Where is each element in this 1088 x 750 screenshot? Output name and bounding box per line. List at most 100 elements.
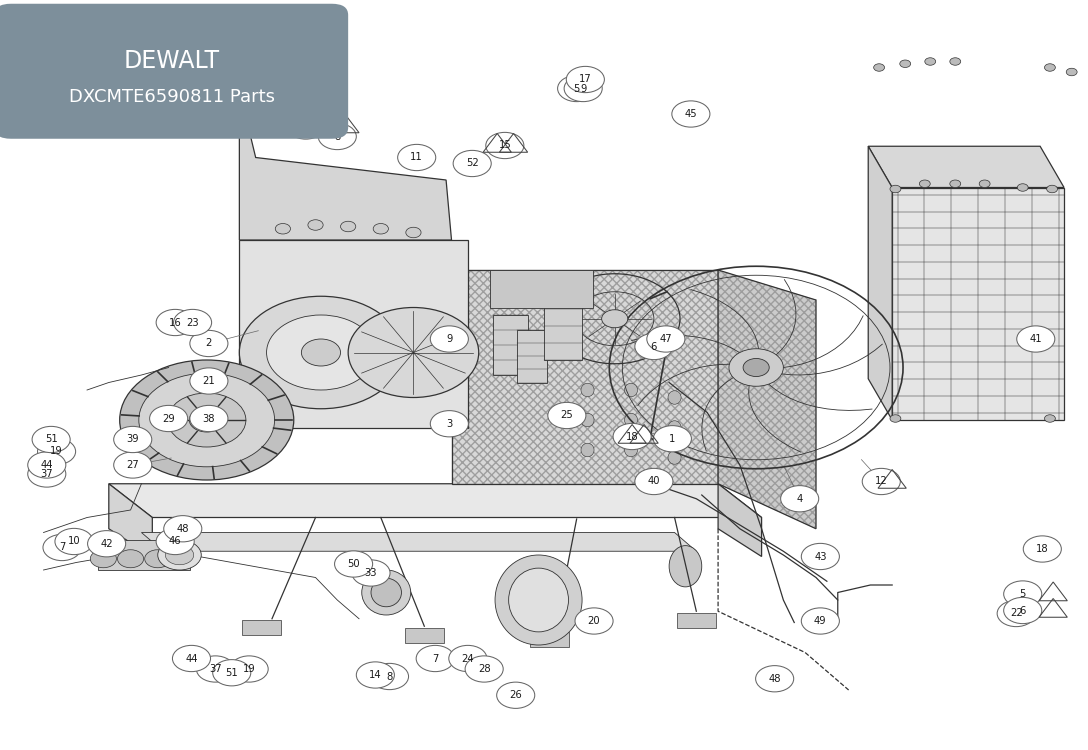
Text: 25: 25 [560,410,573,421]
Text: 33: 33 [364,568,378,578]
Circle shape [890,415,901,422]
Polygon shape [452,270,718,484]
Polygon shape [141,532,696,551]
Bar [405,628,444,643]
Circle shape [275,224,290,234]
Circle shape [548,402,585,429]
Text: 4: 4 [796,494,803,504]
Text: 44: 44 [185,653,198,664]
Bar [98,540,190,570]
Text: 18: 18 [1036,544,1049,554]
Circle shape [1044,415,1055,422]
Circle shape [113,452,151,478]
Circle shape [614,423,651,450]
Circle shape [212,660,250,686]
Text: 50: 50 [347,559,360,569]
Text: 27: 27 [126,460,139,470]
Circle shape [348,308,479,398]
Ellipse shape [668,421,681,434]
Circle shape [149,405,187,432]
Text: 1: 1 [669,433,676,444]
Text: 43: 43 [814,551,827,562]
Circle shape [139,374,274,466]
Circle shape [113,426,151,453]
Text: 37: 37 [40,469,53,479]
Circle shape [466,656,503,682]
Polygon shape [718,270,816,529]
Polygon shape [109,484,762,518]
Circle shape [334,550,372,578]
Circle shape [1023,536,1062,562]
Circle shape [979,180,990,188]
Circle shape [430,411,468,436]
Bar [544,292,582,360]
Text: 8: 8 [334,131,341,142]
Text: 23: 23 [186,317,199,328]
Polygon shape [109,484,152,556]
Text: 41: 41 [1029,334,1042,344]
Text: 13: 13 [299,121,312,131]
Circle shape [430,326,468,352]
Bar [517,330,547,382]
Circle shape [729,349,783,386]
Text: 45: 45 [684,109,697,119]
Text: 28: 28 [478,664,491,674]
Circle shape [267,315,375,390]
Ellipse shape [371,578,401,607]
Circle shape [416,645,455,672]
Circle shape [308,220,323,230]
Text: 29: 29 [162,413,175,424]
Circle shape [919,180,930,188]
Circle shape [373,224,388,234]
Circle shape [801,543,840,570]
Text: 49: 49 [814,616,827,626]
Text: 14: 14 [369,670,382,680]
Text: 19: 19 [50,446,63,457]
Circle shape [157,310,194,336]
Circle shape [567,67,605,93]
Circle shape [890,185,901,193]
Circle shape [1003,597,1042,624]
Ellipse shape [668,451,681,464]
Circle shape [190,330,228,357]
Circle shape [900,60,911,68]
Text: 21: 21 [202,376,215,386]
Circle shape [190,368,228,394]
Circle shape [1044,64,1055,71]
Text: 24: 24 [461,653,474,664]
Text: 44: 44 [40,460,53,470]
Text: 15: 15 [498,140,511,151]
Bar [530,632,569,646]
Circle shape [448,645,487,672]
Text: 12: 12 [875,476,888,487]
Ellipse shape [625,383,638,397]
Ellipse shape [668,391,681,404]
Circle shape [190,405,228,432]
Text: 7: 7 [432,653,438,664]
Text: 2: 2 [206,338,212,349]
Polygon shape [239,240,468,428]
Text: 48: 48 [768,674,781,684]
Circle shape [653,426,692,451]
Text: 42: 42 [100,538,113,549]
Ellipse shape [625,443,638,457]
Circle shape [406,227,421,238]
Circle shape [997,600,1036,627]
Circle shape [118,550,144,568]
Ellipse shape [581,383,594,397]
Text: 22: 22 [1010,608,1023,619]
Text: 9: 9 [580,83,586,94]
FancyBboxPatch shape [0,4,348,139]
Text: 38: 38 [202,413,215,424]
Bar [452,270,718,484]
Bar [892,188,1064,420]
Circle shape [1003,580,1042,608]
Circle shape [496,682,534,708]
Text: 18: 18 [626,431,639,442]
Text: 47: 47 [659,334,672,344]
Circle shape [239,296,403,409]
Text: 11: 11 [410,152,423,163]
Text: 48: 48 [176,524,189,534]
Text: 52: 52 [466,158,479,169]
Circle shape [158,540,201,570]
